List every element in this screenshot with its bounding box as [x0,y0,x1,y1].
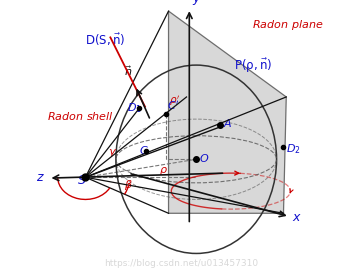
Text: $\mathit{Radon\ shell}$: $\mathit{Radon\ shell}$ [47,110,114,122]
Text: $x$: $x$ [292,211,302,224]
Text: $C$: $C$ [139,143,148,156]
Text: $A$: $A$ [223,117,232,129]
Text: $\vec{n}$: $\vec{n}$ [124,64,133,78]
Text: $C'$: $C'$ [167,99,180,112]
Text: $\mathrm{D(S,\vec{n})}$: $\mathrm{D(S,\vec{n})}$ [85,32,126,48]
Text: $\rho'$: $\rho'$ [169,93,180,108]
Text: $D_1$: $D_1$ [127,101,142,115]
Text: $z$: $z$ [37,171,45,184]
Text: $\rho$: $\rho$ [159,165,168,177]
Text: $O$: $O$ [199,152,209,164]
Text: $\mathit{Radon\ plane}$: $\mathit{Radon\ plane}$ [252,18,323,32]
Text: $\beta$: $\beta$ [124,178,133,192]
Text: $S$: $S$ [77,174,87,186]
Text: $y$: $y$ [191,0,201,7]
Text: https://blog.csdn.net/u013457310: https://blog.csdn.net/u013457310 [104,259,258,268]
Text: $\mathrm{P(\rho,\vec{n})}$: $\mathrm{P(\rho,\vec{n})}$ [233,57,272,76]
Text: $\gamma$: $\gamma$ [108,147,117,159]
Text: $D_2$: $D_2$ [286,143,301,157]
Polygon shape [169,11,286,213]
